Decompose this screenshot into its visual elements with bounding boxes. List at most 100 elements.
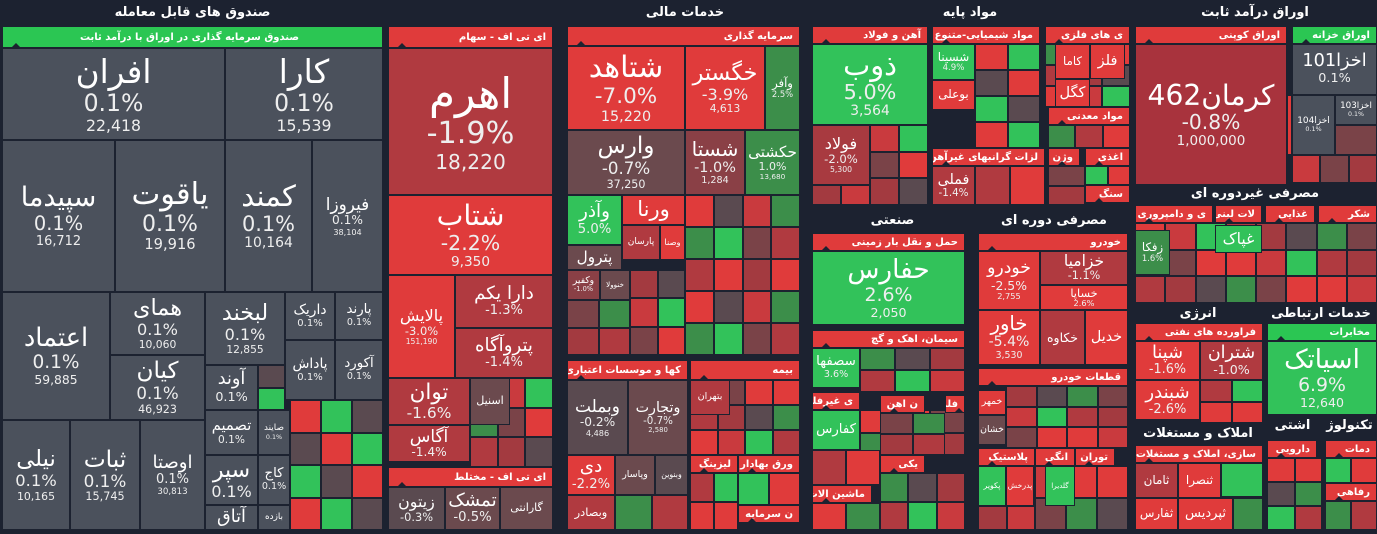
filler-tile xyxy=(1267,482,1295,506)
stock-volume: 5,300 xyxy=(829,165,853,175)
filler-tile xyxy=(657,298,685,327)
stock-change: -2.2% xyxy=(440,230,501,255)
stock-tile: شسینا 4.9% xyxy=(932,44,975,80)
stock-name: صایند xyxy=(263,422,285,433)
filler-tile xyxy=(713,323,743,355)
group-header: ی و دامپروری xyxy=(1135,205,1213,223)
stock-tile: پارند 0.1% xyxy=(335,292,383,340)
stock-name: شتاب xyxy=(436,198,505,232)
filler-tile xyxy=(772,430,800,455)
filler-tile xyxy=(1075,125,1103,148)
filler-tile xyxy=(880,473,909,502)
stock-tile: آکورد 0.1% xyxy=(335,340,383,400)
stock-tile: همای 0.1% 10,060 xyxy=(110,292,205,355)
stock-name: کارا xyxy=(278,52,330,91)
filler-tile xyxy=(1256,249,1287,277)
stock-change: 0.1% xyxy=(83,471,127,492)
group-header: ای تی اف - مختلط xyxy=(388,467,553,487)
group-header: مواد معدنی xyxy=(1048,107,1130,125)
stock-change: 4.9% xyxy=(942,62,965,73)
group-header: پلاستیک xyxy=(978,448,1035,466)
stock-name: پارند xyxy=(346,302,372,318)
stock-name: دارا یکم xyxy=(474,283,534,305)
stock-name: ثفارس xyxy=(1139,506,1174,521)
stock-volume: 2,755 xyxy=(997,291,1021,302)
filler-tile xyxy=(1102,125,1130,148)
group-header: غذایی xyxy=(1265,205,1315,223)
filler-tile xyxy=(1097,386,1128,407)
stock-change: 0.1% xyxy=(224,325,266,345)
filler-tile xyxy=(975,44,1008,70)
sector-title: مصرفی غیردوره ای xyxy=(1190,186,1320,201)
stock-name: شپنا xyxy=(1151,342,1184,364)
filler-tile xyxy=(930,370,965,392)
filler-tile xyxy=(870,125,899,152)
stock-change: -1.1% xyxy=(1067,269,1101,283)
stock-change: -1.4% xyxy=(485,354,523,370)
filler-tile xyxy=(899,151,928,179)
filler-tile xyxy=(1316,249,1347,277)
filler-tile xyxy=(1231,380,1263,402)
group-header: توران xyxy=(1075,448,1115,466)
stock-change: -1.4% xyxy=(938,186,969,199)
filler-tile xyxy=(690,501,714,530)
stock-volume: 19,916 xyxy=(144,236,196,254)
filler-tile xyxy=(685,227,714,259)
stock-tile: کاج 0.1% xyxy=(258,455,290,505)
filler-tile xyxy=(321,465,352,498)
stock-change: -1.0% xyxy=(573,285,594,294)
stock-name: خودرو xyxy=(987,258,1031,279)
sector-title: مواد پایه xyxy=(942,5,998,20)
filler-tile xyxy=(1006,506,1035,530)
stock-name: کفارس xyxy=(816,421,856,437)
stock-tile: خزامیا -1.1% xyxy=(1040,251,1128,285)
stock-name: خکاوه xyxy=(1046,329,1079,345)
filler-tile xyxy=(812,185,841,205)
filler-tile xyxy=(352,465,383,498)
group-header: فلزی xyxy=(945,395,965,413)
filler-tile xyxy=(1267,506,1295,530)
filler-tile xyxy=(290,400,321,433)
filler-tile xyxy=(685,195,714,227)
filler-tile xyxy=(1267,458,1295,482)
filler-tile xyxy=(525,378,553,408)
stock-tile: آگاس -1.4% xyxy=(388,425,470,462)
stock-name: ثبات xyxy=(83,445,127,474)
stock-name: ذوب xyxy=(843,48,897,83)
sector-title: صنعتی xyxy=(870,213,915,228)
filler-tile xyxy=(846,503,880,530)
filler-tile xyxy=(1286,276,1317,303)
stock-tile: دارا یکم -1.3% xyxy=(455,275,553,328)
stock-change: 0.1% xyxy=(155,471,190,487)
filler-tile xyxy=(1036,427,1067,448)
stock-tile: وصنا xyxy=(660,225,685,260)
filler-tile xyxy=(1085,166,1108,185)
filler-tile xyxy=(745,380,773,405)
filler-tile xyxy=(290,432,321,465)
stock-change: 0.1% xyxy=(83,89,144,118)
stock-name: اخزا103 xyxy=(1340,100,1372,111)
stock-tile: پاداش 0.1% xyxy=(285,340,335,400)
stock-change: -0.2% xyxy=(579,414,616,429)
stock-name: آکورد xyxy=(344,356,374,372)
stock-name: خنوولا xyxy=(606,280,624,289)
filler-tile xyxy=(1007,44,1040,70)
stock-name: شسینا xyxy=(937,49,970,64)
stock-tile: بتهران xyxy=(690,380,730,415)
stock-tile: کمند 0.1% 10,164 xyxy=(225,140,312,292)
sector-title: اوراق درآمد ثابت xyxy=(1201,5,1309,20)
group-header: ورق بهادار xyxy=(738,455,800,473)
filler-tile xyxy=(1048,166,1085,186)
filler-tile xyxy=(912,413,945,434)
filler-tile xyxy=(1294,506,1322,530)
stock-change: -0.8% xyxy=(1181,110,1241,135)
stock-name: شبندر xyxy=(1145,381,1190,403)
stock-tile: پکویر xyxy=(978,466,1006,506)
stock-name: همای xyxy=(132,294,183,321)
stock-tile: فیروزا 0.1% 38,104 xyxy=(312,140,383,292)
stock-volume: 13,680 xyxy=(759,172,786,182)
stock-change: -3.9% xyxy=(701,84,749,104)
filler-tile xyxy=(1286,223,1317,250)
stock-name: خدیل xyxy=(1090,329,1123,346)
filler-tile xyxy=(771,259,800,291)
